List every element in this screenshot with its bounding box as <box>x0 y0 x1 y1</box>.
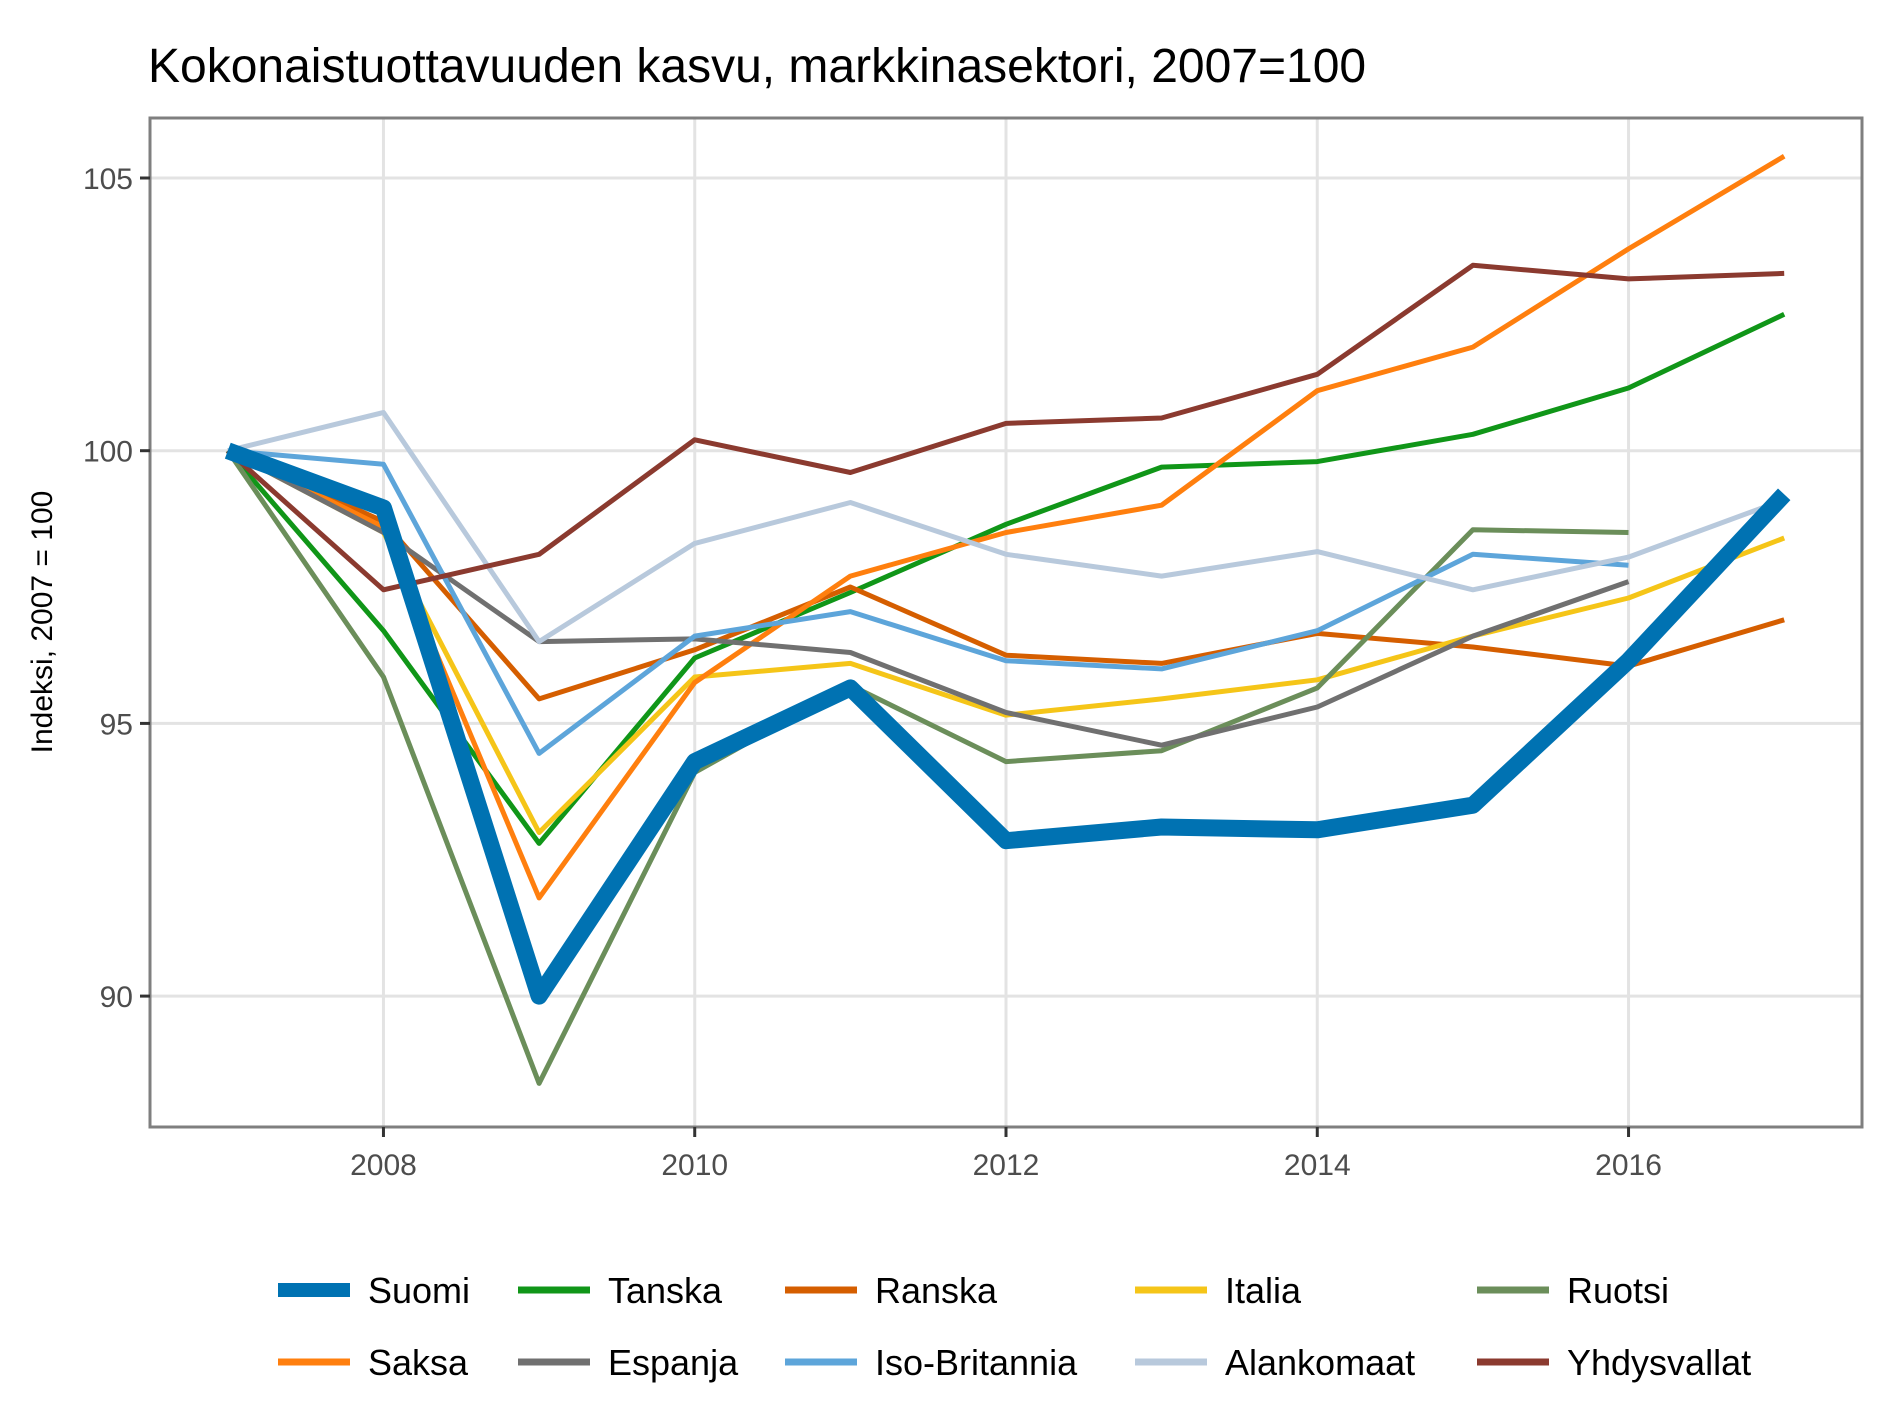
legend-label-tanska: Tanska <box>608 1270 723 1311</box>
x-tick-label: 2008 <box>350 1149 417 1182</box>
legend-label-iso-britannia: Iso-Britannia <box>875 1342 1078 1383</box>
y-axis: 90 95 100 105 <box>83 163 150 1014</box>
series-line-iso-britannia <box>227 448 1629 756</box>
y-axis-label: Indeksi, 2007 = 100 <box>26 491 59 754</box>
series-line-ranska <box>226 448 1785 702</box>
grid <box>150 118 1862 1127</box>
y-tick-label: 100 <box>83 436 133 469</box>
y-tick-label: 105 <box>83 163 133 196</box>
series-line-saksa <box>226 154 1786 901</box>
legend-label-alankomaat: Alankomaat <box>1225 1342 1415 1383</box>
legend-label-italia: Italia <box>1225 1270 1302 1311</box>
x-tick-label: 2016 <box>1595 1149 1662 1182</box>
x-tick-label: 2010 <box>661 1149 728 1182</box>
legend-label-espanja: Espanja <box>608 1342 739 1383</box>
y-tick-label: 95 <box>100 708 133 741</box>
series-line-italia <box>226 448 1786 835</box>
legend-label-ruotsi: Ruotsi <box>1567 1270 1669 1311</box>
series-line-espanja <box>226 448 1630 748</box>
legend-label-ranska: Ranska <box>875 1270 998 1311</box>
x-axis: 2008 2010 2012 2014 2016 <box>350 1127 1662 1182</box>
legend-label-saksa: Saksa <box>368 1342 469 1383</box>
legend-label-yhdysvallat: Yhdysvallat <box>1567 1342 1751 1383</box>
legend-label-suomi: Suomi <box>368 1270 470 1311</box>
series-line-suomi <box>224 442 1791 1005</box>
series-layer <box>224 154 1791 1086</box>
x-tick-label: 2014 <box>1284 1149 1351 1182</box>
x-tick-label: 2012 <box>973 1149 1040 1182</box>
series-line-ruotsi <box>225 449 1629 1086</box>
series-line-yhdysvallat <box>226 262 1785 593</box>
chart-title: Kokonaistuottavuuden kasvu, markkinasekt… <box>148 40 1366 93</box>
y-tick-label: 90 <box>100 981 133 1014</box>
legend: Suomi Tanska Ranska Italia Ruotsi Saksa Espanj… <box>278 1270 1751 1383</box>
